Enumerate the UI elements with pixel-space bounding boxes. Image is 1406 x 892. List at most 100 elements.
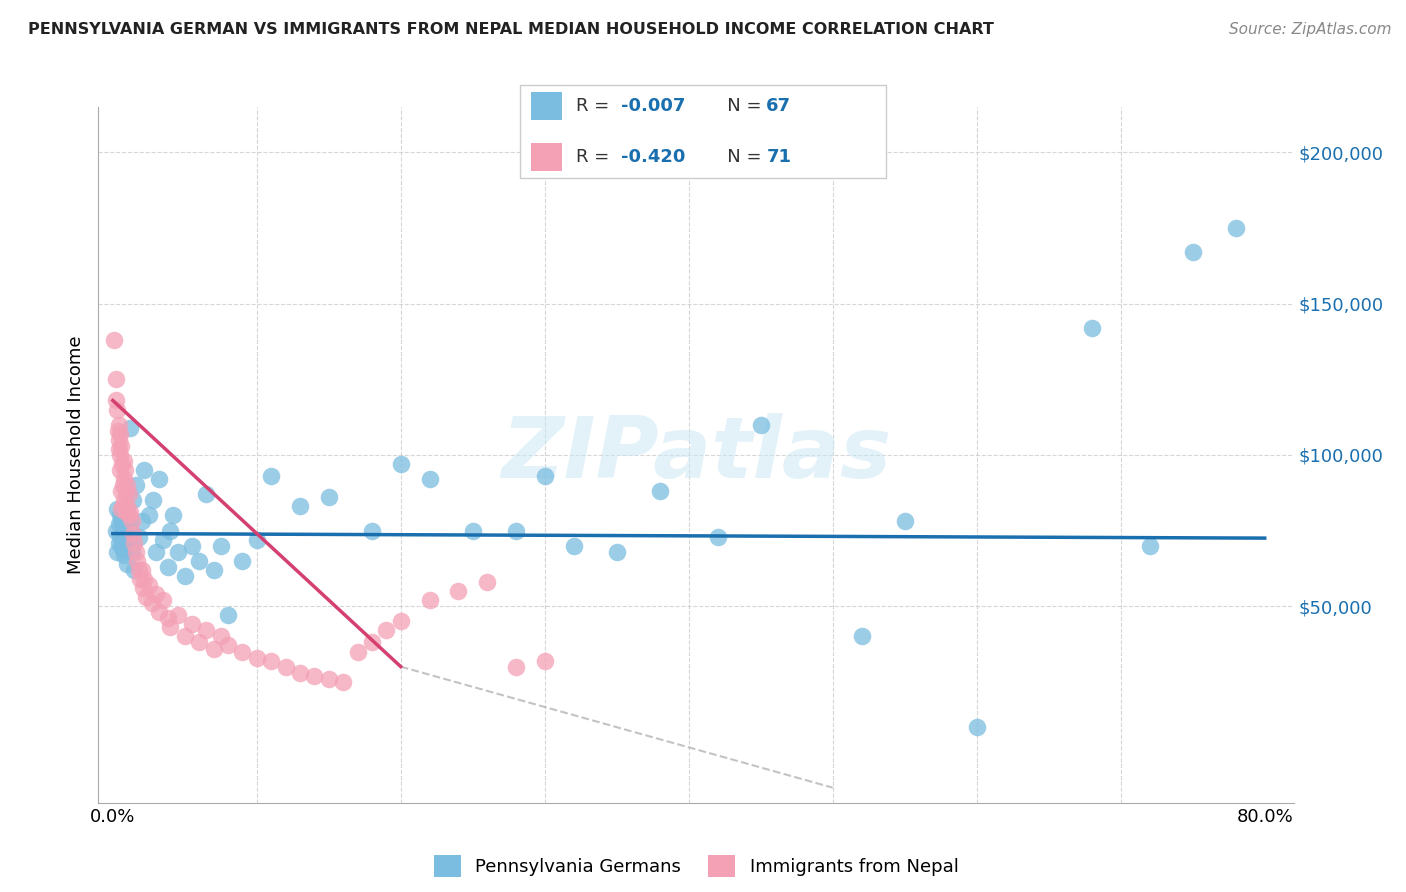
Point bbox=[188, 554, 211, 568]
Point bbox=[108, 433, 131, 447]
Point bbox=[105, 402, 128, 417]
Point bbox=[361, 524, 384, 538]
Point bbox=[125, 478, 148, 492]
Text: N =: N = bbox=[710, 148, 768, 166]
Point bbox=[111, 457, 134, 471]
Point bbox=[375, 624, 398, 638]
Point bbox=[606, 545, 628, 559]
Point bbox=[288, 500, 311, 514]
Point bbox=[389, 615, 412, 629]
Point bbox=[110, 439, 132, 453]
Point bbox=[128, 530, 150, 544]
Text: ZIPatlas: ZIPatlas bbox=[501, 413, 891, 497]
Point bbox=[122, 526, 145, 541]
Point bbox=[118, 539, 141, 553]
Point bbox=[114, 505, 136, 519]
Point bbox=[124, 535, 146, 549]
Point bbox=[107, 424, 129, 438]
Text: PENNSYLVANIA GERMAN VS IMMIGRANTS FROM NEPAL MEDIAN HOUSEHOLD INCOME CORRELATION: PENNSYLVANIA GERMAN VS IMMIGRANTS FROM N… bbox=[28, 22, 994, 37]
Point bbox=[110, 539, 132, 553]
Point bbox=[120, 505, 142, 519]
Point bbox=[274, 659, 297, 673]
Point bbox=[131, 563, 153, 577]
Point bbox=[181, 539, 204, 553]
Point bbox=[209, 539, 232, 553]
Point bbox=[447, 584, 470, 599]
Point bbox=[104, 524, 127, 538]
Text: -0.420: -0.420 bbox=[621, 148, 686, 166]
Point bbox=[173, 629, 195, 643]
Point bbox=[346, 644, 368, 658]
Point bbox=[114, 484, 136, 499]
Point bbox=[110, 484, 132, 499]
Point bbox=[851, 629, 873, 643]
Point bbox=[107, 517, 129, 532]
Point bbox=[103, 333, 125, 347]
Point bbox=[132, 581, 155, 595]
Point bbox=[141, 596, 163, 610]
Point bbox=[145, 545, 167, 559]
Point bbox=[121, 545, 143, 559]
Point bbox=[195, 624, 218, 638]
Point bbox=[188, 635, 211, 649]
Point bbox=[231, 644, 253, 658]
Point bbox=[893, 515, 915, 529]
Point bbox=[1081, 321, 1104, 335]
Point bbox=[288, 665, 311, 680]
Point bbox=[706, 530, 728, 544]
Point bbox=[304, 669, 326, 683]
Point bbox=[966, 720, 988, 734]
Y-axis label: Median Household Income: Median Household Income bbox=[66, 335, 84, 574]
Point bbox=[159, 524, 181, 538]
Point bbox=[112, 493, 135, 508]
Point bbox=[122, 493, 145, 508]
Point bbox=[145, 587, 167, 601]
Point bbox=[419, 472, 441, 486]
Point bbox=[318, 672, 340, 686]
Point bbox=[209, 629, 232, 643]
Point bbox=[156, 559, 179, 574]
Point bbox=[114, 533, 136, 547]
Point bbox=[749, 417, 772, 432]
Point bbox=[114, 511, 136, 525]
Point bbox=[148, 605, 170, 619]
Text: Source: ZipAtlas.com: Source: ZipAtlas.com bbox=[1229, 22, 1392, 37]
Point bbox=[128, 563, 150, 577]
Point bbox=[120, 524, 142, 538]
Point bbox=[120, 420, 142, 434]
Point bbox=[1139, 539, 1161, 553]
Point bbox=[112, 526, 135, 541]
Point bbox=[112, 472, 135, 486]
Point bbox=[115, 557, 138, 571]
Point bbox=[115, 500, 138, 514]
Point bbox=[361, 635, 384, 649]
Point bbox=[114, 463, 136, 477]
Point bbox=[134, 572, 156, 586]
Point bbox=[108, 448, 131, 462]
Point bbox=[111, 500, 134, 514]
Text: N =: N = bbox=[710, 97, 768, 115]
Point bbox=[129, 572, 152, 586]
Point bbox=[111, 520, 134, 534]
Point bbox=[648, 484, 671, 499]
Point bbox=[260, 469, 283, 483]
Point bbox=[477, 574, 499, 589]
Point bbox=[166, 545, 188, 559]
Point bbox=[1181, 245, 1204, 260]
Point bbox=[152, 593, 174, 607]
Point bbox=[118, 517, 141, 532]
Text: R =: R = bbox=[576, 97, 616, 115]
Point bbox=[104, 372, 127, 386]
Point bbox=[125, 545, 148, 559]
Point bbox=[148, 472, 170, 486]
Point bbox=[110, 515, 132, 529]
Point bbox=[202, 563, 225, 577]
Point bbox=[107, 417, 129, 432]
Point bbox=[461, 524, 484, 538]
Point bbox=[231, 554, 253, 568]
Point bbox=[246, 650, 269, 665]
Point bbox=[181, 617, 204, 632]
Point bbox=[135, 590, 157, 604]
Point bbox=[134, 463, 156, 477]
Point bbox=[419, 593, 441, 607]
